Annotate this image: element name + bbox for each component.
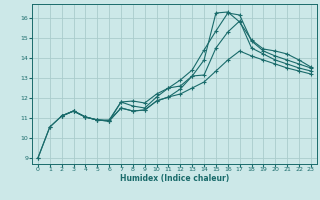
X-axis label: Humidex (Indice chaleur): Humidex (Indice chaleur) (120, 174, 229, 183)
